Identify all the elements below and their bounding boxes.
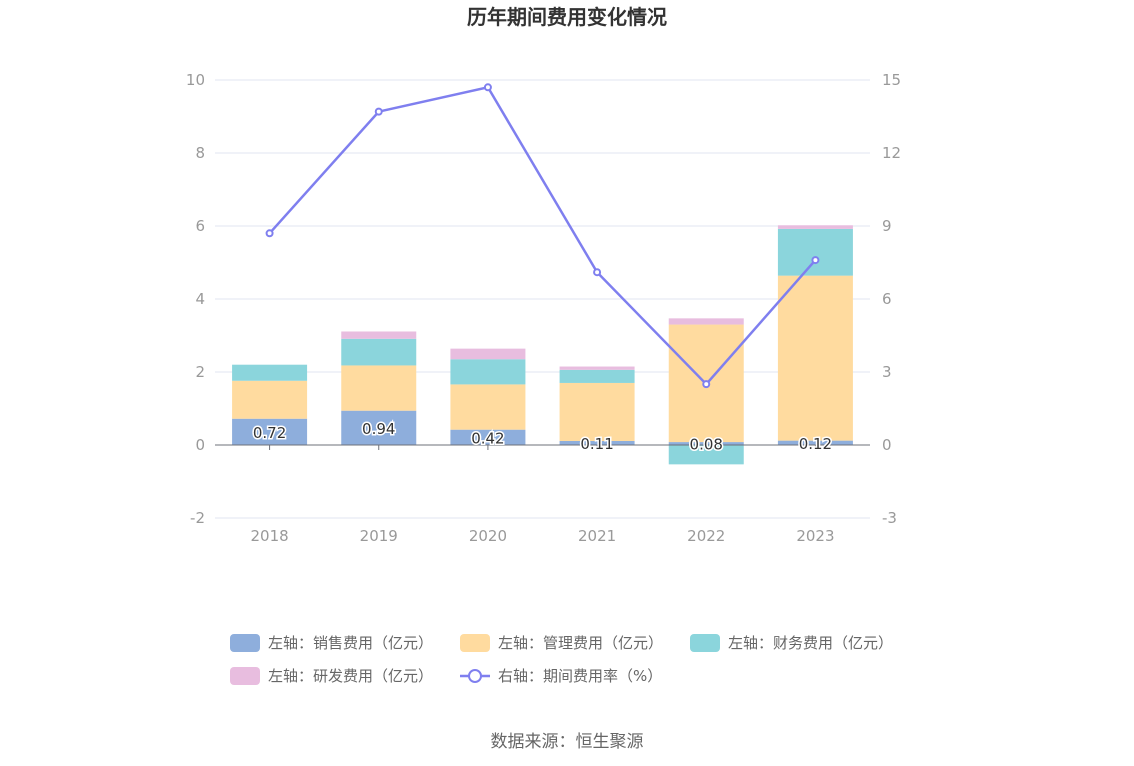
rate-point-2022 <box>702 380 711 389</box>
bar-series <box>232 225 853 465</box>
bar-2021 <box>559 366 635 370</box>
left-tick-label: 4 <box>195 290 205 308</box>
legend-label: 左轴：财务费用（亿元） <box>728 634 893 652</box>
left-tick-label: 10 <box>186 71 205 89</box>
right-tick-label: 6 <box>882 290 892 308</box>
legend-swatch <box>460 634 490 652</box>
bar-2020 <box>450 384 526 430</box>
left-tick-label: 0 <box>195 436 205 454</box>
legend-swatch <box>690 634 720 652</box>
bar-2022 <box>668 445 744 465</box>
bar-2018 <box>232 418 308 445</box>
rate-point-2018 <box>265 229 274 238</box>
bar-2023 <box>777 225 853 229</box>
grid-lines <box>215 79 870 519</box>
line-series <box>265 83 820 389</box>
left-axis-ticks: -2 0 2 4 6 8 10 <box>186 71 205 527</box>
data-label-2023: 0.12 <box>799 435 832 453</box>
legend-item[interactable]: 左轴：管理费用（亿元） <box>460 634 663 652</box>
bar-2021 <box>559 369 635 383</box>
data-label-2018: 0.72 <box>253 424 286 442</box>
data-label-2022: 0.08 <box>690 436 723 454</box>
bar-2023 <box>777 275 853 441</box>
right-tick-label: 15 <box>882 71 901 89</box>
legend-label: 右轴：期间费用率（%） <box>498 667 662 685</box>
data-labels: 0.72 0.94 0.42 0.11 0.08 0.12 <box>251 418 833 455</box>
bar-2018 <box>232 380 308 419</box>
bar-2023 <box>777 440 853 445</box>
right-tick-label: 12 <box>882 144 901 162</box>
right-tick-label: 9 <box>882 217 892 235</box>
legend-swatch <box>230 667 260 685</box>
bar-2019 <box>341 365 417 411</box>
chart-title: 历年期间费用变化情况 <box>467 5 667 29</box>
bar-2022 <box>668 442 744 445</box>
right-tick-label: -3 <box>882 509 897 527</box>
category-label-2018: 2018 <box>250 527 288 545</box>
bar-2019 <box>341 331 417 339</box>
left-tick-label: -2 <box>190 509 205 527</box>
x-axis <box>215 444 870 450</box>
data-label-2019: 0.94 <box>362 420 395 438</box>
rate-point-2020 <box>483 83 492 92</box>
bar-2021 <box>559 382 635 441</box>
data-label-2020: 0.42 <box>471 429 504 447</box>
bar-2023 <box>777 228 853 276</box>
left-tick-label: 8 <box>195 144 205 162</box>
legend-swatch <box>230 634 260 652</box>
category-label-2021: 2021 <box>578 527 616 545</box>
right-axis-ticks: -3 0 3 6 9 12 15 <box>882 71 901 527</box>
rate-point-2021 <box>593 268 602 277</box>
category-label-2022: 2022 <box>687 527 725 545</box>
rate-point-2023 <box>811 256 820 265</box>
bar-2020 <box>450 348 526 360</box>
category-label-2019: 2019 <box>360 527 398 545</box>
legend-item[interactable]: 左轴：销售费用（亿元） <box>230 634 433 652</box>
left-tick-label: 6 <box>195 217 205 235</box>
legend-label: 左轴：管理费用（亿元） <box>498 634 663 652</box>
right-tick-label: 0 <box>882 436 892 454</box>
legend-circle-icon <box>468 669 482 683</box>
legend-item[interactable]: 左轴：财务费用（亿元） <box>690 634 893 652</box>
bar-2021 <box>559 440 635 445</box>
legend-label: 左轴：销售费用（亿元） <box>268 634 433 652</box>
category-label-2020: 2020 <box>469 527 507 545</box>
category-label-2023: 2023 <box>796 527 834 545</box>
legend-item[interactable]: 左轴：研发费用（亿元） <box>230 667 433 685</box>
rate-point-2019 <box>374 107 383 116</box>
right-tick-label: 3 <box>882 363 892 381</box>
legend-item[interactable]: 右轴：期间费用率（%） <box>460 667 662 685</box>
data-source: 数据来源：恒生聚源 <box>491 732 644 752</box>
bar-2019 <box>341 338 417 366</box>
bar-2018 <box>232 364 308 381</box>
legend-label: 左轴：研发费用（亿元） <box>268 667 433 685</box>
data-label-2021: 0.11 <box>580 435 613 453</box>
bar-2020 <box>450 359 526 385</box>
bar-2020 <box>450 429 526 445</box>
bar-2019 <box>341 410 417 445</box>
category-labels: 2018 2019 2020 2021 2022 2023 <box>250 527 834 545</box>
legend[interactable]: 左轴：销售费用（亿元） 左轴：管理费用（亿元） 左轴：财务费用（亿元） 左轴：研发费用… <box>230 634 893 685</box>
bar-2022 <box>668 318 744 325</box>
rate-line <box>268 85 817 387</box>
left-tick-label: 2 <box>195 363 205 381</box>
